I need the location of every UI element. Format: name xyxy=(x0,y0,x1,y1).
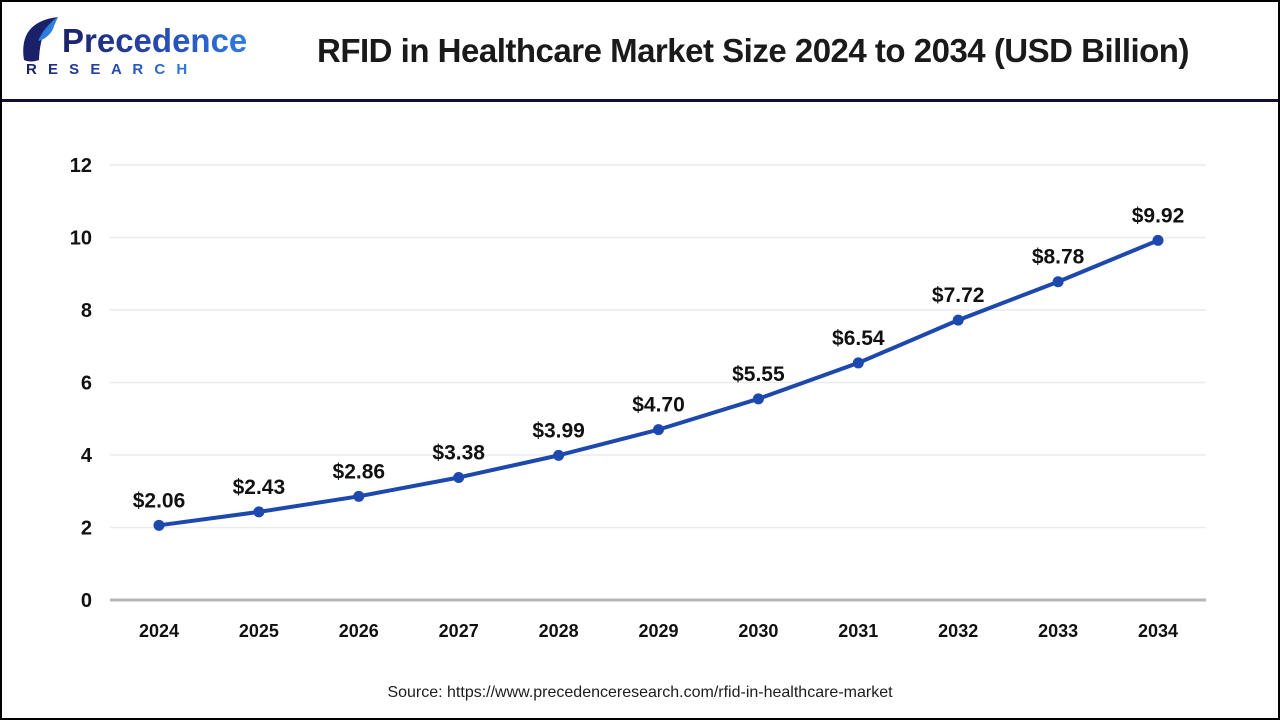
y-tick-label: 12 xyxy=(70,155,92,177)
data-label: $3.38 xyxy=(432,441,485,464)
data-label: $5.55 xyxy=(732,363,785,386)
data-label: $2.86 xyxy=(333,460,386,483)
x-tick-label: 2034 xyxy=(1138,621,1178,641)
y-tick-label: 8 xyxy=(81,300,92,322)
x-tick-label: 2032 xyxy=(938,621,978,641)
data-label: $2.06 xyxy=(133,489,186,512)
logo-text-precedence: Precedence xyxy=(62,22,247,59)
data-point xyxy=(353,490,365,502)
data-label: $4.70 xyxy=(632,394,685,417)
y-tick-label: 4 xyxy=(81,445,93,467)
header: Precedence R E S E A R C H RFID in Healt… xyxy=(2,2,1278,102)
x-tick-label: 2026 xyxy=(339,621,379,641)
x-tick-label: 2030 xyxy=(738,621,778,641)
data-point xyxy=(952,314,964,326)
data-point xyxy=(1052,276,1064,288)
data-point xyxy=(852,357,864,369)
logo-text-research: R E S E A R C H xyxy=(26,61,191,78)
data-label: $6.54 xyxy=(832,327,885,350)
y-tick-label: 2 xyxy=(81,518,92,540)
x-tick-label: 2029 xyxy=(638,621,678,641)
leaf-icon xyxy=(23,17,58,62)
precedence-research-logo: Precedence R E S E A R C H xyxy=(18,14,258,87)
y-tick-label: 6 xyxy=(81,373,92,395)
data-point xyxy=(553,449,565,461)
title-wrap: RFID in Healthcare Market Size 2024 to 2… xyxy=(258,32,1278,70)
x-tick-label: 2024 xyxy=(139,621,179,641)
data-label: $7.72 xyxy=(932,284,985,307)
x-tick-label: 2033 xyxy=(1038,621,1078,641)
logo-svg: Precedence R E S E A R C H xyxy=(23,17,247,78)
y-tick-label: 0 xyxy=(81,590,92,612)
chart-title: RFID in Healthcare Market Size 2024 to 2… xyxy=(317,31,1189,69)
data-point xyxy=(453,471,465,483)
data-point xyxy=(253,506,265,518)
source-line: Source: https://www.precedenceresearch.c… xyxy=(387,684,893,701)
line-chart: 0 2 4 6 8 10 12 2024 2025 2026 2027 2028 2029 2030 203… xyxy=(70,155,1206,641)
data-point xyxy=(153,519,165,531)
x-tick-label: 2025 xyxy=(239,621,279,641)
x-tick-label: 2028 xyxy=(539,621,579,641)
data-label: $3.99 xyxy=(532,419,585,442)
data-point xyxy=(1152,234,1164,246)
data-label: $9.92 xyxy=(1132,204,1185,227)
data-label: $8.78 xyxy=(1032,246,1085,269)
data-label: $2.43 xyxy=(233,476,286,499)
x-tick-label: 2031 xyxy=(838,621,878,641)
x-tick-label: 2027 xyxy=(439,621,479,641)
data-point xyxy=(653,424,664,436)
data-point xyxy=(752,393,764,405)
y-tick-label: 10 xyxy=(70,228,92,250)
